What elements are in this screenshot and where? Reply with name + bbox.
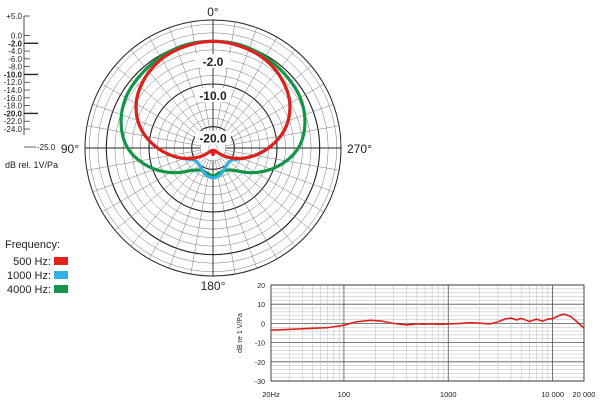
freq-x-tick: 20 000: [573, 390, 596, 399]
angle-label-180: 180°: [201, 279, 226, 293]
freq-y-tick: 10: [257, 302, 265, 309]
legend-title: Frequency:: [5, 239, 60, 251]
legend-swatch: [54, 271, 68, 279]
scale-bottom-label: -25.0: [37, 143, 56, 152]
polar-spoke: [221, 157, 296, 247]
scale-label: -20.0: [4, 109, 23, 118]
freq-x-tick: 10 000: [541, 390, 564, 399]
legend-label: 4000 Hz:: [7, 284, 51, 296]
polar-spoke: [114, 156, 204, 231]
scale-label: -12.0: [4, 78, 23, 87]
scale-label: -18.0: [4, 102, 23, 111]
ring-label: -20.0: [199, 132, 227, 146]
polar-series-0: [134, 39, 292, 161]
polar-spoke: [214, 21, 236, 136]
polar-spoke: [148, 37, 207, 138]
ring-label-bg: [195, 88, 231, 102]
scale-unit: dB rel. 1V/Pa: [5, 160, 58, 170]
ring-label-bg: [195, 130, 231, 145]
polar-spoke: [223, 154, 324, 213]
db-scale: +5.00.0-2.0-4.0-6.0-8.0-10.0-12.0-14.0-1…: [4, 12, 58, 170]
polar-spoke: [190, 21, 212, 136]
polar-spoke: [114, 65, 204, 140]
scale-label: -8.0: [8, 63, 22, 72]
polar-spoke: [148, 158, 207, 259]
polar-pattern-chart: 0° 90° 180° 270° -2.0 -10.0 -20.0: [61, 5, 372, 293]
polar-spoke: [102, 154, 203, 213]
polar-spoke: [219, 37, 278, 138]
polar-spoke: [221, 49, 296, 139]
freq-frame: [270, 284, 585, 382]
freq-y-tick: 0: [261, 321, 265, 328]
legend-swatch: [54, 285, 68, 293]
polar-grid: [84, 19, 342, 277]
scale-label: -2.0: [8, 39, 22, 48]
freq-response-line-0: [270, 313, 585, 331]
legend-label: 1000 Hz:: [7, 270, 51, 282]
scale-label: -24.0: [4, 125, 23, 134]
freq-y-tick: -30: [255, 379, 265, 386]
scale-label: -6.0: [8, 55, 22, 64]
polar-spoke: [86, 149, 201, 171]
freq-y-tick: 20: [257, 283, 265, 290]
scale-label: -16.0: [4, 94, 23, 103]
legend: Frequency: 500 Hz: 1000 Hz: 4000 Hz:: [5, 239, 68, 296]
scale-label: +5.0: [6, 12, 22, 21]
angle-label-0: 0°: [207, 5, 219, 19]
angle-label-270: 270°: [347, 142, 372, 156]
polar-spoke: [223, 83, 324, 142]
polar-spoke: [92, 103, 202, 144]
polar-spoke: [130, 157, 205, 247]
polar-spoke: [168, 159, 209, 269]
freq-x-tick: 1000: [440, 390, 457, 399]
polar-spoke: [214, 160, 236, 275]
polar-series-2: [119, 39, 307, 178]
polar-spoke: [225, 149, 340, 171]
polar-series: [119, 39, 307, 180]
freq-y-tick: -10: [255, 341, 265, 348]
scale-label: 0.0: [11, 31, 23, 40]
scale-label: -4.0: [8, 47, 22, 56]
polar-spoke: [217, 159, 258, 269]
polar-spoke: [190, 160, 212, 275]
ring-label: -10.0: [199, 89, 227, 103]
scale-label: -14.0: [4, 86, 23, 95]
polar-spoke: [217, 27, 258, 137]
angle-label-90: 90°: [61, 142, 79, 156]
polar-spoke: [130, 49, 205, 139]
freq-ylabel: dB re 1 V/Pa: [237, 313, 244, 353]
polar-spoke: [222, 156, 312, 231]
freq-x-tick: 100: [338, 390, 351, 399]
scale-label: -22.0: [4, 117, 23, 126]
polar-spoke: [224, 103, 334, 144]
polar-spoke: [222, 65, 312, 140]
polar-spoke: [102, 83, 203, 142]
ring-label: -2.0: [203, 55, 224, 69]
ring-label-bg: [195, 53, 231, 68]
legend-swatch: [54, 257, 68, 265]
polar-spoke: [219, 158, 278, 259]
scale-label: -10.0: [4, 70, 23, 79]
polar-spoke: [168, 27, 209, 137]
freq-x-tick: 20Hz: [262, 390, 280, 399]
freq-y-tick: -20: [255, 360, 265, 367]
polar-labels: 0° 90° 180° 270° -2.0 -10.0 -20.0: [61, 5, 372, 293]
legend-label: 500 Hz:: [13, 256, 51, 268]
